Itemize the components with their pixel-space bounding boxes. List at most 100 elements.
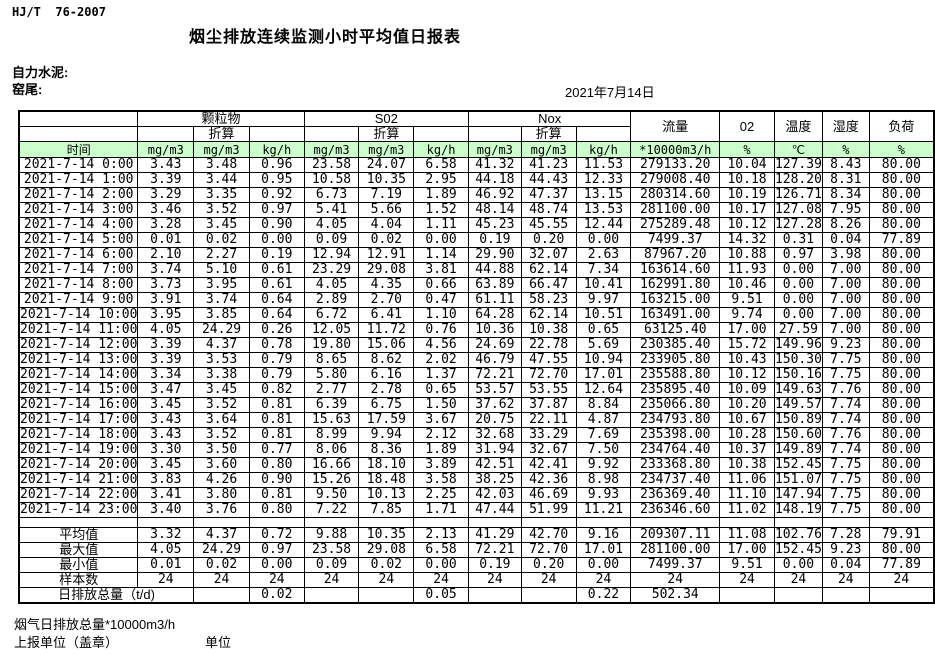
cell: 0.97	[248, 202, 305, 218]
cell: 0.19	[467, 232, 522, 248]
cell: 47.44	[467, 502, 522, 518]
cell: 80.00	[868, 322, 935, 338]
cell: 235588.80	[630, 367, 721, 383]
cell: 14.32	[719, 232, 775, 248]
cell: 0.96	[248, 157, 305, 173]
cell: 0.80	[248, 502, 305, 518]
cell: 2021-7-14 5:00	[18, 232, 139, 248]
cell: 80.00	[868, 172, 935, 188]
cell: 样本数	[18, 572, 139, 588]
cell: 17.59	[358, 412, 415, 428]
cell: 9.50	[303, 487, 360, 503]
cell: 0.00	[575, 557, 632, 573]
cell: 2021-7-14 23:00	[18, 502, 139, 518]
cell: 10.17	[719, 202, 775, 218]
cell: 9.97	[575, 292, 632, 308]
cell: ℃	[773, 141, 823, 158]
cell: 3.67	[413, 412, 469, 428]
cell: 3.32	[137, 527, 195, 543]
cell: 7.00	[821, 307, 870, 323]
cell: 42.70	[520, 527, 577, 543]
cell: 209307.11	[630, 527, 721, 543]
cell: %	[821, 141, 870, 158]
cell: 80.00	[868, 457, 935, 473]
cell: 4.87	[575, 412, 632, 428]
cell: 29.90	[467, 247, 522, 263]
cell: 3.30	[137, 442, 195, 458]
cell: 126.71	[773, 187, 823, 203]
cell: 62.14	[520, 307, 577, 323]
cell: 7.22	[303, 502, 360, 518]
cell: 9.94	[358, 427, 415, 443]
cell: 2.12	[413, 427, 469, 443]
cell: 12.05	[303, 322, 360, 338]
cell: 0.00	[248, 557, 305, 573]
cell: 235066.80	[630, 397, 721, 413]
empty-cell	[575, 517, 632, 528]
cell: 3.38	[193, 367, 250, 383]
cell: 3.35	[193, 187, 250, 203]
cell: 8.43	[821, 157, 870, 173]
cell: 11.53	[575, 157, 632, 173]
cell: 2021-7-14 14:00	[18, 367, 139, 383]
cell: 32.67	[520, 442, 577, 458]
cell: 24	[303, 572, 360, 588]
cell: 3.43	[137, 157, 195, 173]
cell: 0.97	[248, 542, 305, 558]
cell: 2021-7-14 11:00	[18, 322, 139, 338]
footer-note: 烟气日排放总量*10000m3/h	[14, 617, 176, 632]
cell: 62.14	[520, 262, 577, 278]
cell: 7.75	[821, 502, 870, 518]
cell: 80.00	[868, 427, 935, 443]
cell: 0.00	[413, 232, 469, 248]
cell: 0.26	[248, 322, 305, 338]
cell: 127.39	[773, 157, 823, 173]
hour-row: 2021-7-14 21:00 3.83 4.26 0.90 15.26 18.48 3.5…	[18, 472, 935, 488]
cell: 0.00	[773, 262, 823, 278]
cell: 8.84	[575, 397, 632, 413]
table-data-rows: 2021-7-14 0:00 3.43 3.48 0.96 23.58 24.07 6.58…	[18, 157, 935, 604]
cell: 32.07	[520, 247, 577, 263]
cell: 1.14	[413, 247, 469, 263]
cell: 235398.00	[630, 427, 721, 443]
cell: 80.00	[868, 472, 935, 488]
cell: 0.04	[821, 232, 870, 248]
cell: 0.72	[248, 527, 305, 543]
empty-cell	[193, 587, 250, 604]
cell: mg/m3	[358, 141, 415, 158]
cell: 24.69	[467, 337, 522, 353]
cell: 149.63	[773, 382, 823, 398]
cell: 80.00	[868, 397, 935, 413]
hour-row: 2021-7-14 16:00 3.45 3.52 0.81 6.39 6.75 1.50 3…	[18, 397, 935, 413]
cell: 15.72	[719, 337, 775, 353]
cell: 280314.60	[630, 187, 721, 203]
cell: 5.10	[193, 262, 250, 278]
cell: 12.94	[303, 247, 360, 263]
cell: 127.08	[773, 202, 823, 218]
cell: 3.98	[821, 247, 870, 263]
cell: 4.05	[303, 217, 360, 233]
empty-cell	[520, 587, 577, 604]
cell: 2021-7-14 7:00	[18, 262, 139, 278]
cell: 2021-7-14 20:00	[18, 457, 139, 473]
cell: 7.95	[821, 202, 870, 218]
cell: 3.60	[193, 457, 250, 473]
cell: 10.09	[719, 382, 775, 398]
cell: 2.25	[413, 487, 469, 503]
cell: 24.07	[358, 157, 415, 173]
empty-cell	[193, 517, 250, 528]
cell: 7.76	[821, 382, 870, 398]
cell: 7.19	[358, 187, 415, 203]
cell: 10.18	[719, 172, 775, 188]
cell: 3.39	[137, 172, 195, 188]
cell: 0.81	[248, 412, 305, 428]
cell: 0.00	[773, 292, 823, 308]
cell: 2021-7-14 19:00	[18, 442, 139, 458]
empty-cell	[467, 587, 522, 604]
cell: 3.95	[137, 307, 195, 323]
empty-cell	[358, 517, 415, 528]
cell: 12.44	[575, 217, 632, 233]
cell: 1.89	[413, 442, 469, 458]
cell: 80.00	[868, 187, 935, 203]
hour-row: 2021-7-14 4:00 3.28 3.45 0.90 4.05 4.04 1.11 45…	[18, 217, 935, 233]
